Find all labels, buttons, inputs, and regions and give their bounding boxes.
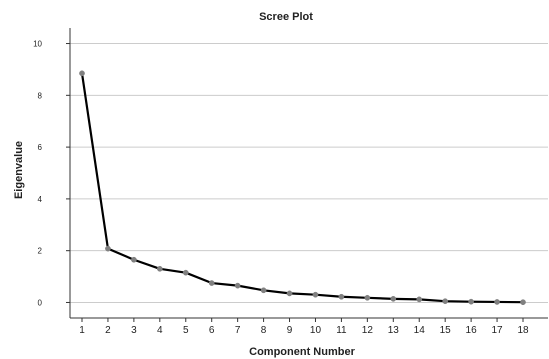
x-tick-label-8: 8 xyxy=(261,325,267,336)
x-tick-label-2: 2 xyxy=(105,325,111,336)
x-tick-label-13: 13 xyxy=(388,325,400,336)
data-point-6 xyxy=(208,280,215,286)
data-point-8 xyxy=(260,287,267,294)
y-tick-label-4: 4 xyxy=(38,195,43,204)
data-point-15 xyxy=(442,298,449,305)
x-tick-label-17: 17 xyxy=(491,325,503,336)
data-point-2 xyxy=(105,245,111,252)
x-tick-label-7: 7 xyxy=(235,325,241,336)
x-tick-label-9: 9 xyxy=(287,325,293,336)
series-eigenvalue xyxy=(79,70,526,306)
x-tick-label-11: 11 xyxy=(336,325,347,336)
data-point-17 xyxy=(494,299,500,305)
x-tick-label-15: 15 xyxy=(440,325,452,336)
x-tick-label-18: 18 xyxy=(517,325,529,336)
y-tick-label-6: 6 xyxy=(38,143,43,152)
x-tick-labels: 1 2 3 4 5 6 7 8 9 10 11 12 13 14 15 16 17 18 xyxy=(79,325,529,336)
axes xyxy=(66,28,548,322)
data-point-16 xyxy=(468,298,474,305)
y-tick-label-2: 2 xyxy=(38,247,43,256)
data-point-11 xyxy=(338,293,345,300)
x-tick-label-16: 16 xyxy=(466,325,478,336)
x-tick-label-14: 14 xyxy=(414,325,426,336)
data-point-3 xyxy=(131,256,137,263)
chart-title: Scree Plot xyxy=(259,11,313,23)
series-line-eigenvalue xyxy=(80,72,525,304)
x-tick-label-3: 3 xyxy=(131,325,137,336)
x-tick-label-12: 12 xyxy=(362,325,374,336)
data-point-4 xyxy=(156,265,163,272)
y-tick-label-10: 10 xyxy=(33,40,42,49)
y-axis-label: Eigenvalue xyxy=(13,141,25,199)
data-point-12 xyxy=(364,294,371,301)
data-point-18 xyxy=(520,299,526,306)
x-tick-label-10: 10 xyxy=(310,325,322,336)
x-tick-label-1: 1 xyxy=(79,325,85,336)
data-point-5 xyxy=(182,269,189,276)
y-tick-label-0: 0 xyxy=(38,298,43,307)
x-tick-label-4: 4 xyxy=(157,325,163,336)
data-point-7 xyxy=(234,282,241,289)
data-point-14 xyxy=(416,296,423,303)
y-tick-labels: 0 2 4 6 8 10 xyxy=(33,40,42,308)
x-tick-label-6: 6 xyxy=(209,325,215,336)
x-tick-label-5: 5 xyxy=(183,325,189,336)
data-point-1 xyxy=(79,70,85,77)
x-axis-label: Component Number xyxy=(249,346,355,358)
y-tick-label-8: 8 xyxy=(38,91,43,100)
data-point-10 xyxy=(312,291,319,298)
data-point-13 xyxy=(390,295,397,302)
data-point-9 xyxy=(286,290,293,297)
